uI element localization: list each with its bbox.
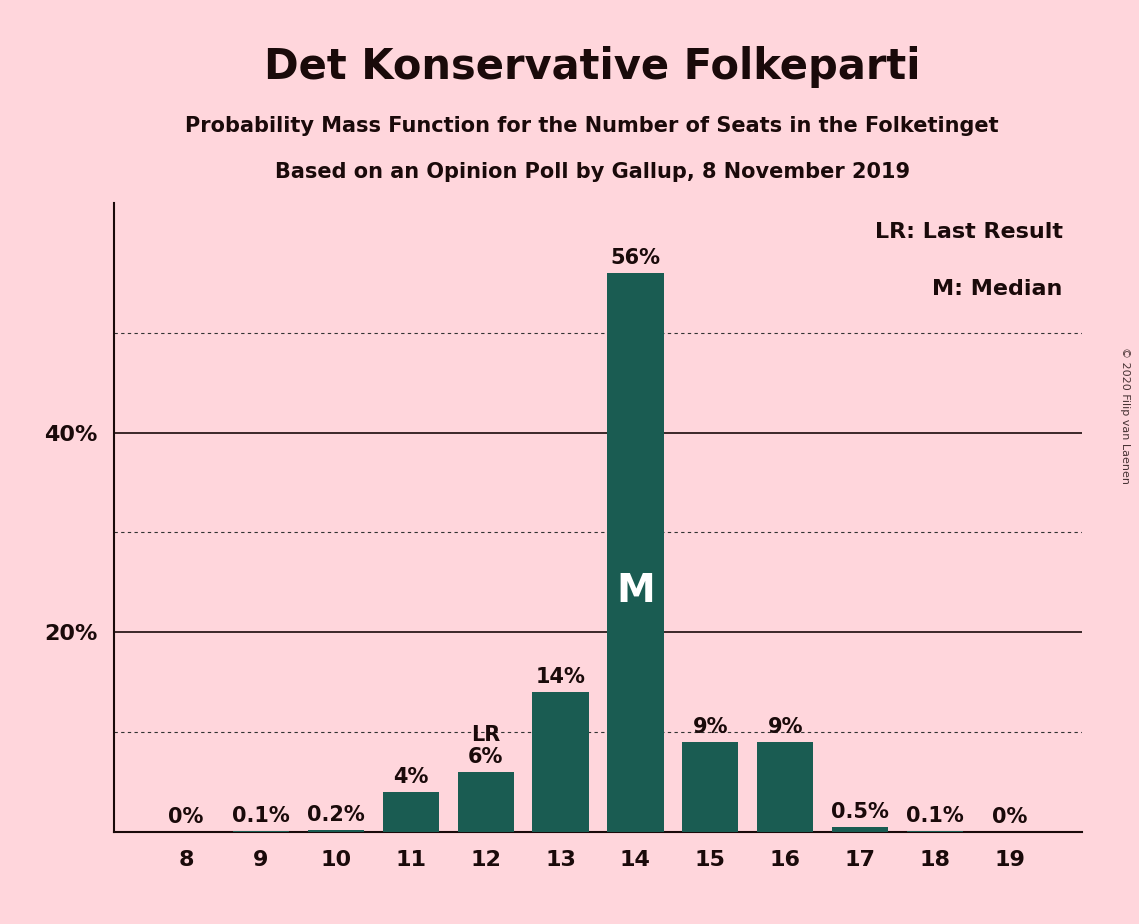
- Text: © 2020 Filip van Laenen: © 2020 Filip van Laenen: [1120, 347, 1130, 484]
- Text: LR: Last Result: LR: Last Result: [875, 222, 1063, 242]
- Text: 0.1%: 0.1%: [232, 806, 289, 826]
- Text: 0.5%: 0.5%: [831, 802, 890, 821]
- Bar: [232, 831, 289, 832]
- Text: LR: LR: [472, 724, 500, 745]
- Bar: [308, 830, 363, 832]
- Text: M: M: [616, 573, 655, 611]
- Bar: [907, 831, 964, 832]
- Bar: [757, 742, 813, 832]
- Text: 56%: 56%: [611, 249, 661, 268]
- Text: 0%: 0%: [992, 807, 1027, 827]
- Text: 9%: 9%: [768, 717, 803, 736]
- Text: Det Konservative Folkeparti: Det Konservative Folkeparti: [264, 46, 920, 88]
- Bar: [532, 692, 589, 832]
- Text: 4%: 4%: [393, 767, 428, 786]
- Text: M: Median: M: Median: [933, 279, 1063, 298]
- Bar: [383, 792, 439, 832]
- Text: 9%: 9%: [693, 717, 728, 736]
- Text: Probability Mass Function for the Number of Seats in the Folketinget: Probability Mass Function for the Number…: [186, 116, 999, 136]
- Bar: [833, 827, 888, 832]
- Text: 0.1%: 0.1%: [907, 806, 964, 826]
- Text: 14%: 14%: [535, 667, 585, 687]
- Text: 6%: 6%: [468, 747, 503, 767]
- Bar: [607, 274, 664, 832]
- Text: 0.2%: 0.2%: [306, 805, 364, 824]
- Text: 0%: 0%: [169, 807, 204, 827]
- Bar: [682, 742, 738, 832]
- Bar: [458, 772, 514, 832]
- Text: Based on an Opinion Poll by Gallup, 8 November 2019: Based on an Opinion Poll by Gallup, 8 No…: [274, 162, 910, 182]
